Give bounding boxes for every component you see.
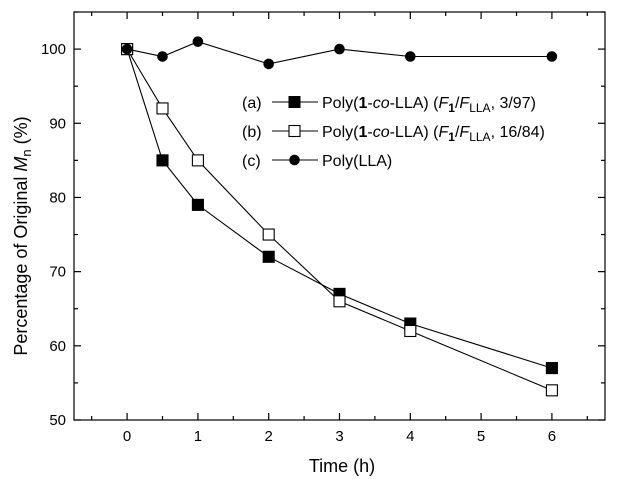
series-c-point (121, 43, 133, 55)
x-tick-label: 2 (265, 428, 273, 445)
legend-marker-a (288, 96, 301, 108)
y-tick-label: 50 (49, 412, 66, 429)
legend-tag-b: (b) (242, 124, 262, 141)
series-a (121, 43, 558, 375)
y-tick-label: 90 (49, 115, 66, 132)
legend: (a) Poly(1-co-LLA) (F1/FLLA, 3/97) (b) P… (242, 95, 545, 170)
series-b-point (333, 295, 346, 308)
series-b-point (156, 102, 169, 115)
series-c-point (546, 51, 558, 62)
x-tick-label: 4 (406, 428, 414, 445)
y-tick-label: 70 (49, 264, 66, 281)
y-axis-title-prefix: Percentage of Original (11, 172, 31, 356)
legend-label-c: Poly(LLA) (322, 153, 392, 170)
series-a-point (262, 250, 275, 263)
series-layer (121, 36, 558, 397)
series-a-point (156, 154, 169, 167)
series-b-point (191, 154, 204, 167)
y-axis-title: Percentage of Original Mn (%) (11, 116, 34, 355)
legend-label-b: Poly(1-co-LLA) (F1/FLLA, 16/84) (322, 124, 545, 144)
y-axis-title-symbol: M (11, 157, 31, 172)
axes: 0 1 2 3 4 5 6 50 60 70 80 90 100 (41, 11, 606, 445)
series-c-point (405, 51, 416, 62)
x-tick-label: 1 (194, 428, 202, 445)
x-tick-label: 5 (477, 428, 485, 445)
y-axis-title-subscript: n (19, 149, 34, 156)
legend-tag-a: (a) (242, 95, 262, 112)
y-tick-label: 100 (41, 41, 66, 58)
x-tick-label: 3 (335, 428, 343, 445)
series-c-point (157, 51, 168, 62)
plot-frame (73, 11, 606, 421)
series-b-point (404, 324, 417, 338)
y-tick-label: 60 (49, 338, 66, 355)
series-b-point (545, 384, 558, 397)
legend-marker-c (289, 154, 300, 166)
series-a-point (545, 362, 558, 375)
x-tick-label: 6 (548, 428, 556, 445)
series-b-point (262, 228, 275, 241)
y-tick-label: 80 (49, 189, 66, 206)
x-tick-label: 0 (123, 428, 131, 445)
series-c-point (263, 58, 275, 70)
series-c-point (192, 36, 204, 47)
x-axis-title: Time (h) (309, 456, 375, 476)
series-c (121, 36, 558, 70)
series-a-point (191, 198, 204, 211)
y-axis-title-suffix: (%) (11, 116, 31, 149)
legend-entry-b: (b) Poly(1-co-LLA) (F1/FLLA, 16/84) (242, 124, 545, 144)
legend-label-a: Poly(1-co-LLA) (F1/FLLA, 3/97) (322, 95, 536, 115)
legend-marker-b (288, 124, 301, 138)
series-c-point (334, 43, 345, 55)
legend-entry-c: (c) Poly(LLA) (242, 153, 392, 170)
legend-tag-c: (c) (242, 153, 261, 170)
legend-entry-a: (a) Poly(1-co-LLA) (F1/FLLA, 3/97) (242, 95, 536, 115)
